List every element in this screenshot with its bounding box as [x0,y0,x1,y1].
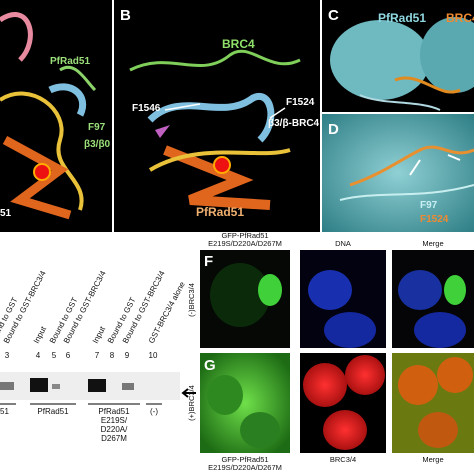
panel-c: C PfRad51 BRC4 [322,0,474,112]
label: F97 [420,200,438,211]
label: F1524 [420,214,449,225]
panel-a: PfRad51 F97 β3/β0 51 [0,0,112,232]
label: 51 [0,208,12,219]
label: PfRad51 [50,56,90,67]
group-label: E219S/ [101,416,128,425]
lane-number: 5 [52,351,57,360]
row-label: (+)BRC3/4 [187,385,196,421]
lane-number: 4 [36,351,41,360]
panel-letter: F [204,253,213,270]
group-label: D267M [101,434,127,443]
column-header: E219S/D220A/D267M [208,239,282,248]
lane-number: 3 [5,351,10,360]
group-label: D220A/ [101,425,128,434]
panel-letter: C [328,7,339,24]
label: BRC4 [222,37,255,51]
label: PfRad51 [378,11,426,25]
panel-letter: D [328,121,339,138]
group-label: PfRad51 [37,407,69,416]
label: F97 [88,122,106,133]
lane-header: Input [91,324,108,345]
panel-b: B BRC4 F1546 F1524 β3/β-BRC4 PfRad51 [114,0,320,232]
column-footer: E219S/D220A/D267M [208,463,282,472]
lane-number: 7 [95,351,100,360]
lane-number: 9 [125,351,130,360]
column-footer: BRC3/4 [330,455,356,464]
label: β3/β0 [84,139,111,150]
panel-letter: B [120,7,131,24]
group-label: PfRad51 [98,407,130,416]
group-label: (-) [150,407,158,416]
label: BRC4 [446,11,474,25]
panel-letter: G [204,357,216,374]
lane-header: Input [32,324,49,345]
column-header: GFP-PfRad51 [221,231,268,240]
label: F1546 [132,103,161,114]
column-footer: GFP-PfRad51 [221,455,268,464]
panel-d: D F97 F1524 [322,114,474,232]
label: F1524 [286,97,315,108]
label: β3/β-BRC4 [268,118,320,129]
label: PfRad51 [196,205,244,219]
column-footer: Merge [422,455,443,464]
lane-number: 10 [149,351,158,360]
column-header: DNA [335,239,351,248]
group-label: 51 [0,407,9,416]
lane-number: 8 [110,351,115,360]
column-header: Merge [422,239,443,248]
row-label: (-)BRC3/4 [187,283,196,317]
lane-number: 6 [66,351,71,360]
